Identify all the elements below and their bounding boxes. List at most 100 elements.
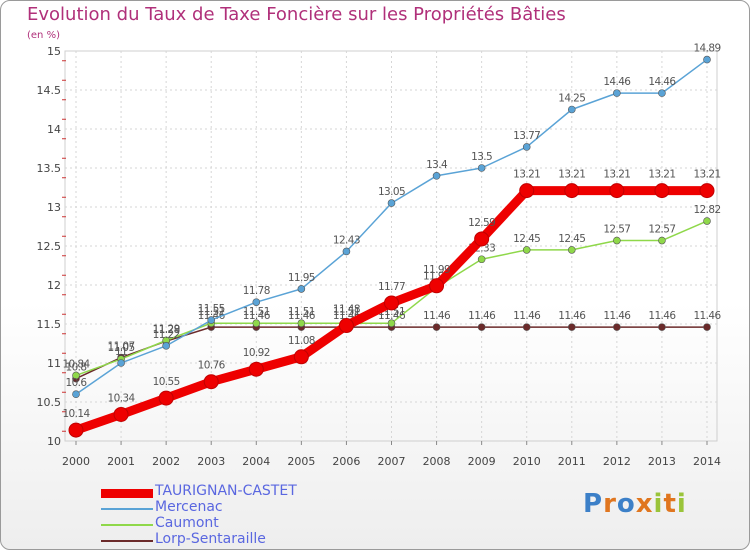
data-label-mercenac: 14.25 — [558, 93, 585, 105]
data-point-mercenac — [567, 105, 576, 114]
data-point-taurignan-castet — [113, 406, 129, 422]
data-label-caumont: 12.57 — [603, 224, 630, 236]
data-label-caumont: 11.51 — [243, 306, 270, 318]
data-label-taurignan-castet: 10.76 — [198, 360, 226, 372]
x-tick-label: 2011 — [558, 455, 586, 468]
legend-swatch-lorp-sentaraille — [101, 540, 153, 542]
legend-item-taurignan-castet[interactable]: TAURIGNAN-CASTET — [101, 483, 401, 501]
logo-letter: t — [663, 489, 677, 519]
data-label-caumont: 12.45 — [513, 233, 540, 245]
data-point-lorp-sentaraille — [703, 323, 711, 331]
data-point-mercenac — [477, 164, 486, 172]
data-point-taurignan-castet — [699, 183, 715, 199]
y-tick-label: 11.5 — [37, 318, 62, 331]
data-point-taurignan-castet — [248, 361, 264, 377]
legend-item-mercenac[interactable]: Mercenac — [101, 499, 401, 517]
data-point-mercenac — [387, 199, 396, 207]
data-point-taurignan-castet — [654, 183, 670, 199]
data-label-caumont: 12.82 — [693, 204, 720, 216]
y-tick-label: 12.5 — [37, 240, 62, 253]
data-label-lorp-sentaraille: 11.46 — [423, 310, 451, 322]
data-label-lorp-sentaraille: 11.28 — [153, 324, 180, 336]
data-point-taurignan-castet — [68, 422, 84, 438]
x-tick-label: 2009 — [468, 455, 496, 468]
data-label-lorp-sentaraille: 10.8 — [66, 362, 87, 374]
data-point-caumont — [477, 255, 486, 264]
x-tick-label: 2014 — [693, 455, 721, 468]
data-label-taurignan-castet: 13.21 — [558, 169, 585, 181]
data-label-taurignan-castet: 11.99 — [423, 264, 450, 276]
data-point-mercenac — [342, 247, 351, 256]
legend-label-caumont: Caumont — [155, 515, 219, 531]
data-label-lorp-sentaraille: 11.46 — [198, 310, 226, 322]
data-point-taurignan-castet — [293, 349, 309, 365]
logo-letter: o — [616, 489, 636, 519]
data-point-taurignan-castet — [338, 318, 354, 334]
data-label-mercenac: 13.77 — [513, 130, 540, 142]
data-label-lorp-sentaraille: 11.46 — [693, 310, 721, 322]
data-point-caumont — [72, 371, 80, 380]
y-tick-label: 12 — [47, 279, 61, 292]
y-tick-label: 14.5 — [37, 84, 62, 97]
y-tick-label: 13.5 — [37, 162, 62, 175]
data-label-caumont: 12.57 — [648, 224, 675, 236]
x-tick-label: 2007 — [378, 455, 406, 468]
x-tick-label: 2002 — [152, 455, 180, 468]
x-tick-label: 2004 — [242, 455, 270, 468]
data-point-lorp-sentaraille — [477, 323, 486, 331]
data-label-lorp-sentaraille: 11.46 — [558, 310, 586, 322]
x-tick-label: 2006 — [332, 455, 360, 468]
data-point-caumont — [297, 319, 306, 328]
y-tick-label: 13 — [47, 201, 61, 214]
x-tick-label: 2005 — [287, 455, 315, 468]
logo-letter: P — [583, 489, 604, 519]
data-point-taurignan-castet — [203, 374, 219, 390]
y-axis-unit: (en %) — [27, 30, 60, 41]
data-label-caumont: 12.45 — [558, 233, 585, 245]
y-tick-label: 15 — [47, 45, 61, 58]
data-label-taurignan-castet: 13.21 — [693, 169, 720, 181]
data-point-mercenac — [72, 390, 80, 399]
logo-letter: x — [635, 489, 654, 519]
data-point-mercenac — [658, 89, 666, 97]
legend-label-taurignan-castet: TAURIGNAN-CASTET — [155, 483, 297, 499]
line-chart: 10 10.5 11 11.5 12 12.5 13 13.5 14 14.5 15 2000 2001… — [37, 43, 723, 468]
data-point-mercenac — [162, 342, 170, 350]
data-label-caumont: 11.51 — [333, 306, 360, 318]
data-point-caumont — [252, 319, 261, 328]
y-tick-label: 11 — [47, 357, 61, 370]
data-label-taurignan-castet: 11.08 — [288, 335, 315, 347]
data-point-lorp-sentaraille — [658, 323, 666, 331]
data-label-mercenac: 13.4 — [426, 159, 448, 171]
data-point-mercenac — [117, 359, 125, 367]
data-label-taurignan-castet: 11.77 — [378, 281, 405, 293]
data-label-mercenac: 13.5 — [471, 151, 492, 163]
chart-title: Evolution du Taux de Taxe Foncière sur l… — [27, 4, 566, 25]
legend-label-mercenac: Mercenac — [155, 499, 223, 515]
data-label-lorp-sentaraille: 11.46 — [468, 310, 496, 322]
data-label-mercenac: 11.95 — [288, 272, 315, 284]
data-label-taurignan-castet: 11.48 — [333, 304, 360, 316]
data-label-caumont: 11.51 — [288, 306, 315, 318]
data-point-lorp-sentaraille — [613, 323, 621, 331]
data-point-lorp-sentaraille — [522, 323, 531, 331]
y-tick-label: 10 — [47, 435, 61, 448]
data-point-caumont — [703, 217, 711, 225]
legend-swatch-mercenac — [101, 508, 153, 510]
data-label-taurignan-castet: 10.92 — [243, 347, 270, 359]
legend-item-caumont[interactable]: Caumont — [101, 515, 401, 533]
legend-item-lorp-sentaraille[interactable]: Lorp-Sentaraille — [101, 531, 401, 549]
data-point-taurignan-castet — [384, 295, 399, 311]
legend-swatch-caumont — [101, 524, 153, 526]
data-point-caumont — [567, 246, 576, 254]
data-label-lorp-sentaraille: 11.46 — [378, 310, 406, 322]
x-tick-label: 2003 — [197, 455, 225, 468]
data-label-taurignan-castet: 13.21 — [513, 169, 540, 181]
data-label-caumont: 11.29 — [153, 323, 180, 335]
data-label-mercenac: 12.43 — [333, 234, 360, 246]
data-point-mercenac — [703, 55, 711, 64]
data-point-caumont — [522, 246, 531, 254]
data-point-taurignan-castet — [519, 183, 535, 199]
data-label-mercenac: 11.55 — [198, 303, 225, 315]
